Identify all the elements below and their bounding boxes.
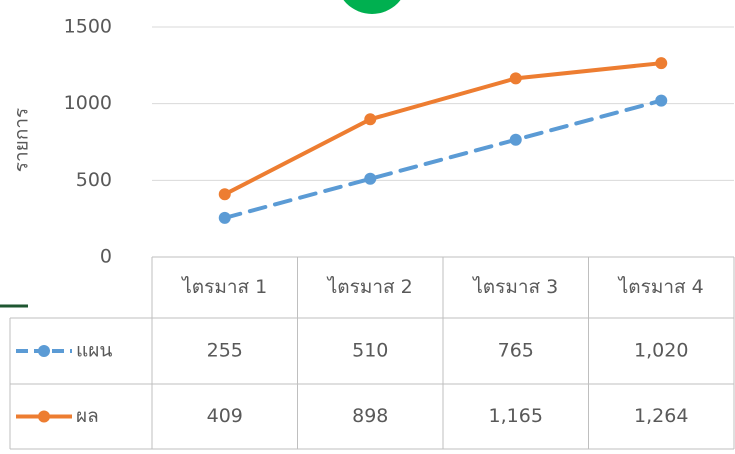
table-value: 1,020 [634, 340, 688, 362]
legend-marker [38, 345, 50, 357]
data-point [364, 113, 377, 126]
y-tick-label: 500 [76, 169, 112, 191]
table-value: 409 [207, 405, 243, 427]
y-tick-label: 1000 [64, 92, 112, 114]
series-line [222, 98, 664, 220]
table-value: 1,264 [634, 405, 688, 427]
x-tick-label: ไตรมาส 4 [617, 276, 704, 298]
x-tick-label: ไตรมาส 1 [180, 276, 267, 298]
legend-label: แผน [76, 340, 112, 362]
table-value: 765 [498, 340, 534, 362]
data-point [655, 57, 668, 70]
table-value: 898 [352, 405, 388, 427]
data-point [509, 72, 522, 85]
data-point [218, 211, 231, 224]
table-value: 1,165 [489, 405, 543, 427]
legend-marker [38, 410, 50, 423]
table-value: 255 [207, 340, 243, 362]
x-tick-label: ไตรมาส 3 [471, 276, 558, 298]
y-tick-label: 0 [100, 246, 112, 268]
data-point [218, 188, 231, 201]
data-point [655, 94, 668, 107]
y-axis-title: รายการ [11, 108, 33, 172]
series-line [222, 61, 664, 197]
decoration [343, 0, 401, 14]
data-point [364, 172, 377, 185]
x-tick-label: ไตรมาส 2 [326, 276, 413, 298]
data-point [509, 133, 522, 146]
y-tick-label: 1500 [64, 16, 112, 38]
table-value: 510 [352, 340, 388, 362]
legend-label: ผล [76, 405, 99, 427]
